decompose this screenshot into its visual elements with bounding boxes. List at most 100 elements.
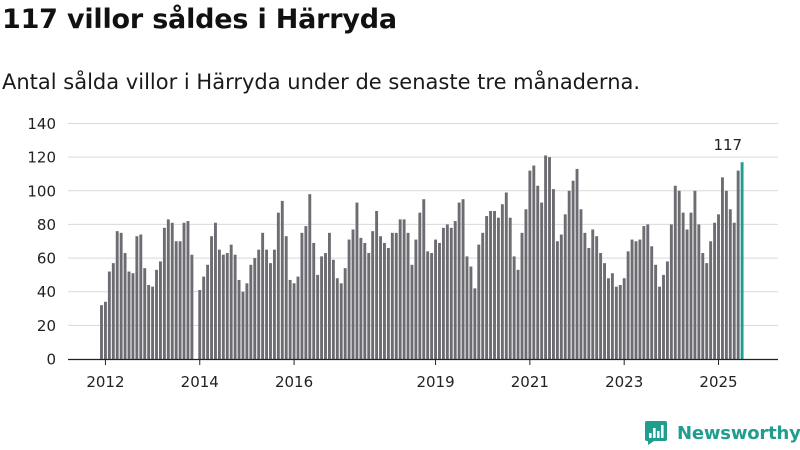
- bar: [728, 209, 732, 359]
- bar: [312, 242, 316, 359]
- bar: [579, 209, 583, 359]
- bar: [123, 253, 127, 359]
- x-tick-label: 2014: [181, 373, 219, 391]
- bar: [481, 232, 485, 359]
- bar: [610, 273, 614, 359]
- bar: [147, 284, 151, 359]
- bar: [269, 263, 272, 359]
- bar: [607, 278, 610, 359]
- bar: [115, 231, 119, 359]
- bar: [662, 274, 665, 359]
- bar: [225, 253, 229, 359]
- bar: [544, 155, 548, 359]
- bar: [665, 261, 669, 359]
- bar: [693, 190, 697, 359]
- y-tick-label: 0: [46, 351, 56, 369]
- bar: [489, 210, 493, 359]
- x-tick-label: 2016: [275, 373, 313, 391]
- bar: [701, 253, 705, 359]
- bar: [473, 288, 477, 359]
- bar: [720, 177, 724, 359]
- bar: [634, 241, 638, 359]
- bar: [367, 253, 371, 359]
- bar: [532, 165, 536, 359]
- bar: [375, 210, 379, 359]
- bar: [151, 286, 155, 359]
- bar: [658, 286, 662, 359]
- bar: [327, 232, 331, 359]
- bar: [540, 202, 544, 359]
- bar: [288, 279, 292, 359]
- bar: [646, 224, 650, 359]
- bar: [119, 232, 123, 359]
- y-tick-label: 60: [37, 250, 56, 268]
- newsworthy-logo: Newsworthy: [644, 419, 800, 447]
- bar: [496, 217, 500, 359]
- bar: [587, 247, 591, 359]
- bar: [233, 254, 237, 359]
- y-tick-label: 120: [27, 149, 56, 167]
- chart-title: 117 villor såldes i Härryda: [2, 4, 397, 35]
- bar: [304, 226, 308, 359]
- bar: [178, 241, 182, 359]
- bar-highlight: [740, 162, 744, 359]
- bar: [245, 283, 249, 359]
- bar: [603, 263, 606, 359]
- bar: [174, 241, 178, 359]
- bar: [229, 244, 233, 359]
- bar: [445, 224, 449, 359]
- bar: [528, 170, 532, 359]
- bar: [681, 212, 685, 359]
- x-tick-label: 2021: [511, 373, 549, 391]
- bar: [713, 222, 717, 359]
- bar: [485, 216, 489, 359]
- bar: [221, 254, 225, 359]
- bar: [186, 221, 190, 359]
- bar: [265, 249, 269, 359]
- bar: [614, 286, 618, 359]
- bar: [386, 247, 390, 359]
- bar: [359, 237, 363, 359]
- y-tick-label: 40: [37, 283, 56, 301]
- bar: [308, 194, 312, 359]
- bar: [654, 264, 658, 359]
- bar: [210, 236, 213, 359]
- bar: [571, 180, 575, 359]
- bar: [155, 269, 158, 359]
- bar: [139, 234, 143, 359]
- bar: [143, 268, 147, 359]
- bar: [390, 232, 394, 359]
- chart-bubble-icon: [645, 421, 667, 445]
- brand-name: Newsworthy: [677, 422, 800, 444]
- bar: [736, 170, 740, 359]
- bar: [552, 189, 555, 359]
- bar: [630, 239, 634, 359]
- bar: [705, 263, 709, 359]
- bar: [100, 305, 103, 359]
- bar: [508, 217, 512, 359]
- bar: [241, 291, 245, 359]
- bar: [457, 202, 461, 359]
- bar: [453, 221, 457, 359]
- bar: [237, 279, 241, 359]
- bar: [418, 212, 422, 359]
- bar: [504, 192, 508, 359]
- bar: [166, 219, 170, 359]
- bar: [371, 231, 375, 359]
- bar: [257, 249, 261, 359]
- bars: [100, 155, 744, 359]
- x-tick-label: 2012: [86, 373, 124, 391]
- bar: [599, 253, 603, 359]
- bar: [438, 242, 441, 359]
- x-tick-label: 2025: [699, 373, 737, 391]
- bar: [591, 229, 595, 359]
- bar: [583, 232, 587, 359]
- bar: [626, 251, 630, 359]
- bar: [709, 241, 713, 359]
- bar: [272, 249, 276, 359]
- bar: [253, 258, 257, 359]
- bar: [324, 253, 327, 359]
- bar: [347, 239, 351, 359]
- x-axis-tick-labels: 2012 2014 2016 2019 2021 2023 2025: [86, 360, 738, 391]
